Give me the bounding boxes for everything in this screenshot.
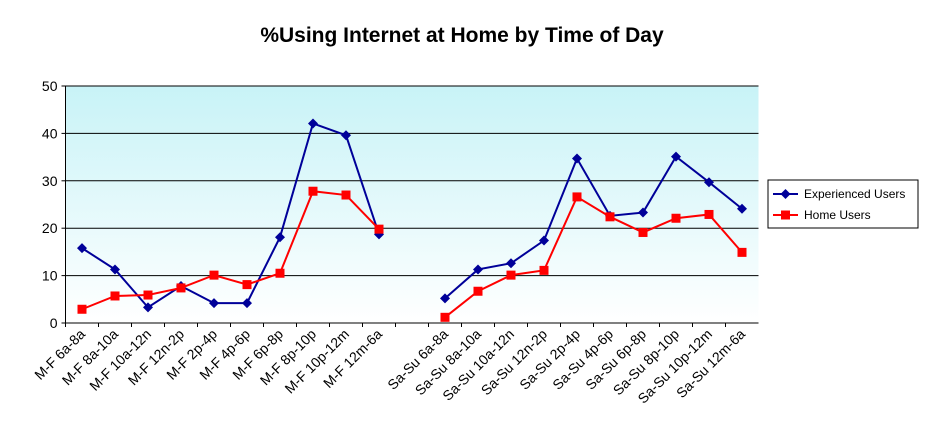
point xyxy=(110,264,120,275)
y-tick-label: 30 xyxy=(42,173,58,189)
legend-label: Experienced Users xyxy=(804,187,905,201)
point xyxy=(110,291,120,301)
point xyxy=(308,118,318,129)
plot-area xyxy=(65,86,759,323)
point xyxy=(473,264,483,275)
legend-label: Home Users xyxy=(804,208,871,222)
y-tick-label: 50 xyxy=(42,78,58,94)
point xyxy=(605,212,615,222)
legend xyxy=(767,179,919,229)
chart-title: %Using Internet at Home by Time of Day xyxy=(260,24,664,47)
point xyxy=(143,290,153,300)
point xyxy=(473,286,483,296)
point xyxy=(275,232,285,243)
y-tick-label: 40 xyxy=(42,125,58,141)
point xyxy=(440,293,450,304)
point xyxy=(341,130,351,141)
point xyxy=(341,190,351,200)
point xyxy=(539,265,549,275)
y-tick-label: 20 xyxy=(42,220,58,236)
series-line xyxy=(81,190,743,319)
point xyxy=(737,203,747,214)
point xyxy=(242,280,252,290)
point xyxy=(374,224,384,234)
point xyxy=(440,312,450,322)
point xyxy=(638,227,648,237)
point xyxy=(572,153,582,164)
point xyxy=(737,247,747,257)
point xyxy=(572,192,582,202)
y-tick-label: 0 xyxy=(50,315,58,331)
point xyxy=(242,298,252,309)
point xyxy=(638,207,648,218)
point xyxy=(704,177,714,188)
point xyxy=(209,298,219,309)
point xyxy=(780,189,791,199)
point xyxy=(143,302,153,313)
point xyxy=(506,258,516,269)
point xyxy=(506,270,516,280)
point xyxy=(209,270,219,280)
point xyxy=(539,235,549,246)
point xyxy=(671,151,681,162)
series-line xyxy=(81,122,743,309)
point xyxy=(176,283,186,293)
point xyxy=(781,210,790,220)
point xyxy=(77,304,87,314)
point xyxy=(671,213,681,223)
point xyxy=(275,268,285,278)
point xyxy=(77,243,87,254)
point xyxy=(704,209,714,219)
point xyxy=(308,186,318,196)
y-tick-label: 10 xyxy=(42,268,58,284)
